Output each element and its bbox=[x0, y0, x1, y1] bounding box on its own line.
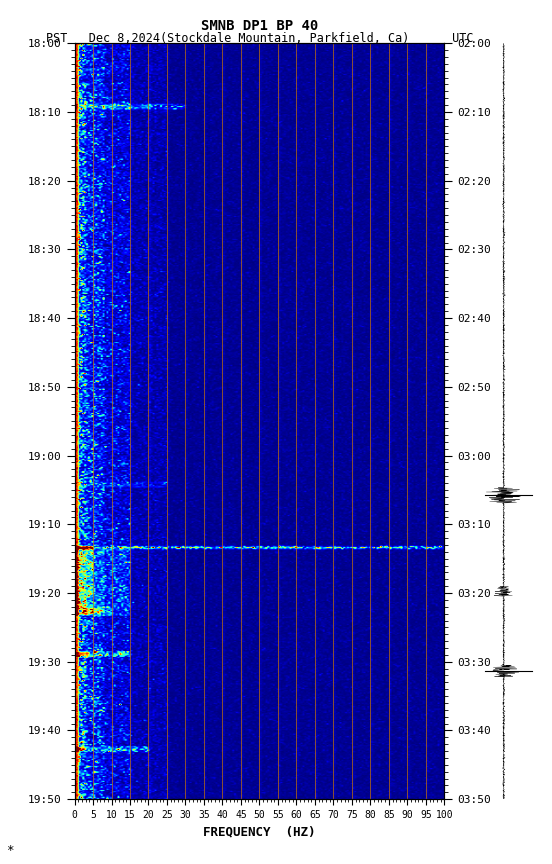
Text: *: * bbox=[6, 843, 13, 856]
Text: PST   Dec 8,2024(Stockdale Mountain, Parkfield, Ca)      UTC: PST Dec 8,2024(Stockdale Mountain, Parkf… bbox=[46, 32, 473, 45]
Text: SMNB DP1 BP 40: SMNB DP1 BP 40 bbox=[201, 19, 318, 33]
X-axis label: FREQUENCY  (HZ): FREQUENCY (HZ) bbox=[203, 825, 316, 838]
